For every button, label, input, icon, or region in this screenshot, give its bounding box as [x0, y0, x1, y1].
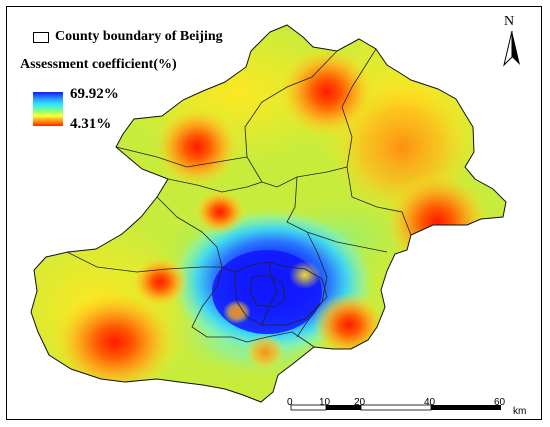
- scale-bar: [290, 404, 501, 411]
- beijing-outer-boundary: [30, 24, 507, 403]
- legend-max-label: 69.92%: [70, 86, 119, 102]
- legend-color-ramp: [33, 92, 63, 126]
- legend-boundary-entry: County boundary of Beijing: [33, 29, 223, 45]
- north-arrow-icon: [503, 31, 520, 67]
- boundary-swatch-icon: [33, 31, 49, 43]
- legend-title: Assessment coefficient(%): [20, 57, 177, 72]
- north-label: N: [504, 14, 515, 29]
- beijing-map: [30, 24, 507, 411]
- scale-tick-10: 10: [319, 397, 331, 408]
- legend-boundary-label: County boundary of Beijing: [55, 29, 223, 44]
- scale-tick-20: 20: [354, 397, 366, 408]
- scale-unit-label: km: [513, 406, 527, 417]
- map-frame: County boundary of Beijing Assessment co…: [6, 6, 542, 420]
- scale-tick-0: 0: [287, 397, 293, 408]
- scale-tick-60: 60: [494, 397, 506, 408]
- legend-min-label: 4.31%: [70, 116, 112, 132]
- county-boundaries: [66, 48, 412, 348]
- scale-tick-40: 40: [424, 397, 436, 408]
